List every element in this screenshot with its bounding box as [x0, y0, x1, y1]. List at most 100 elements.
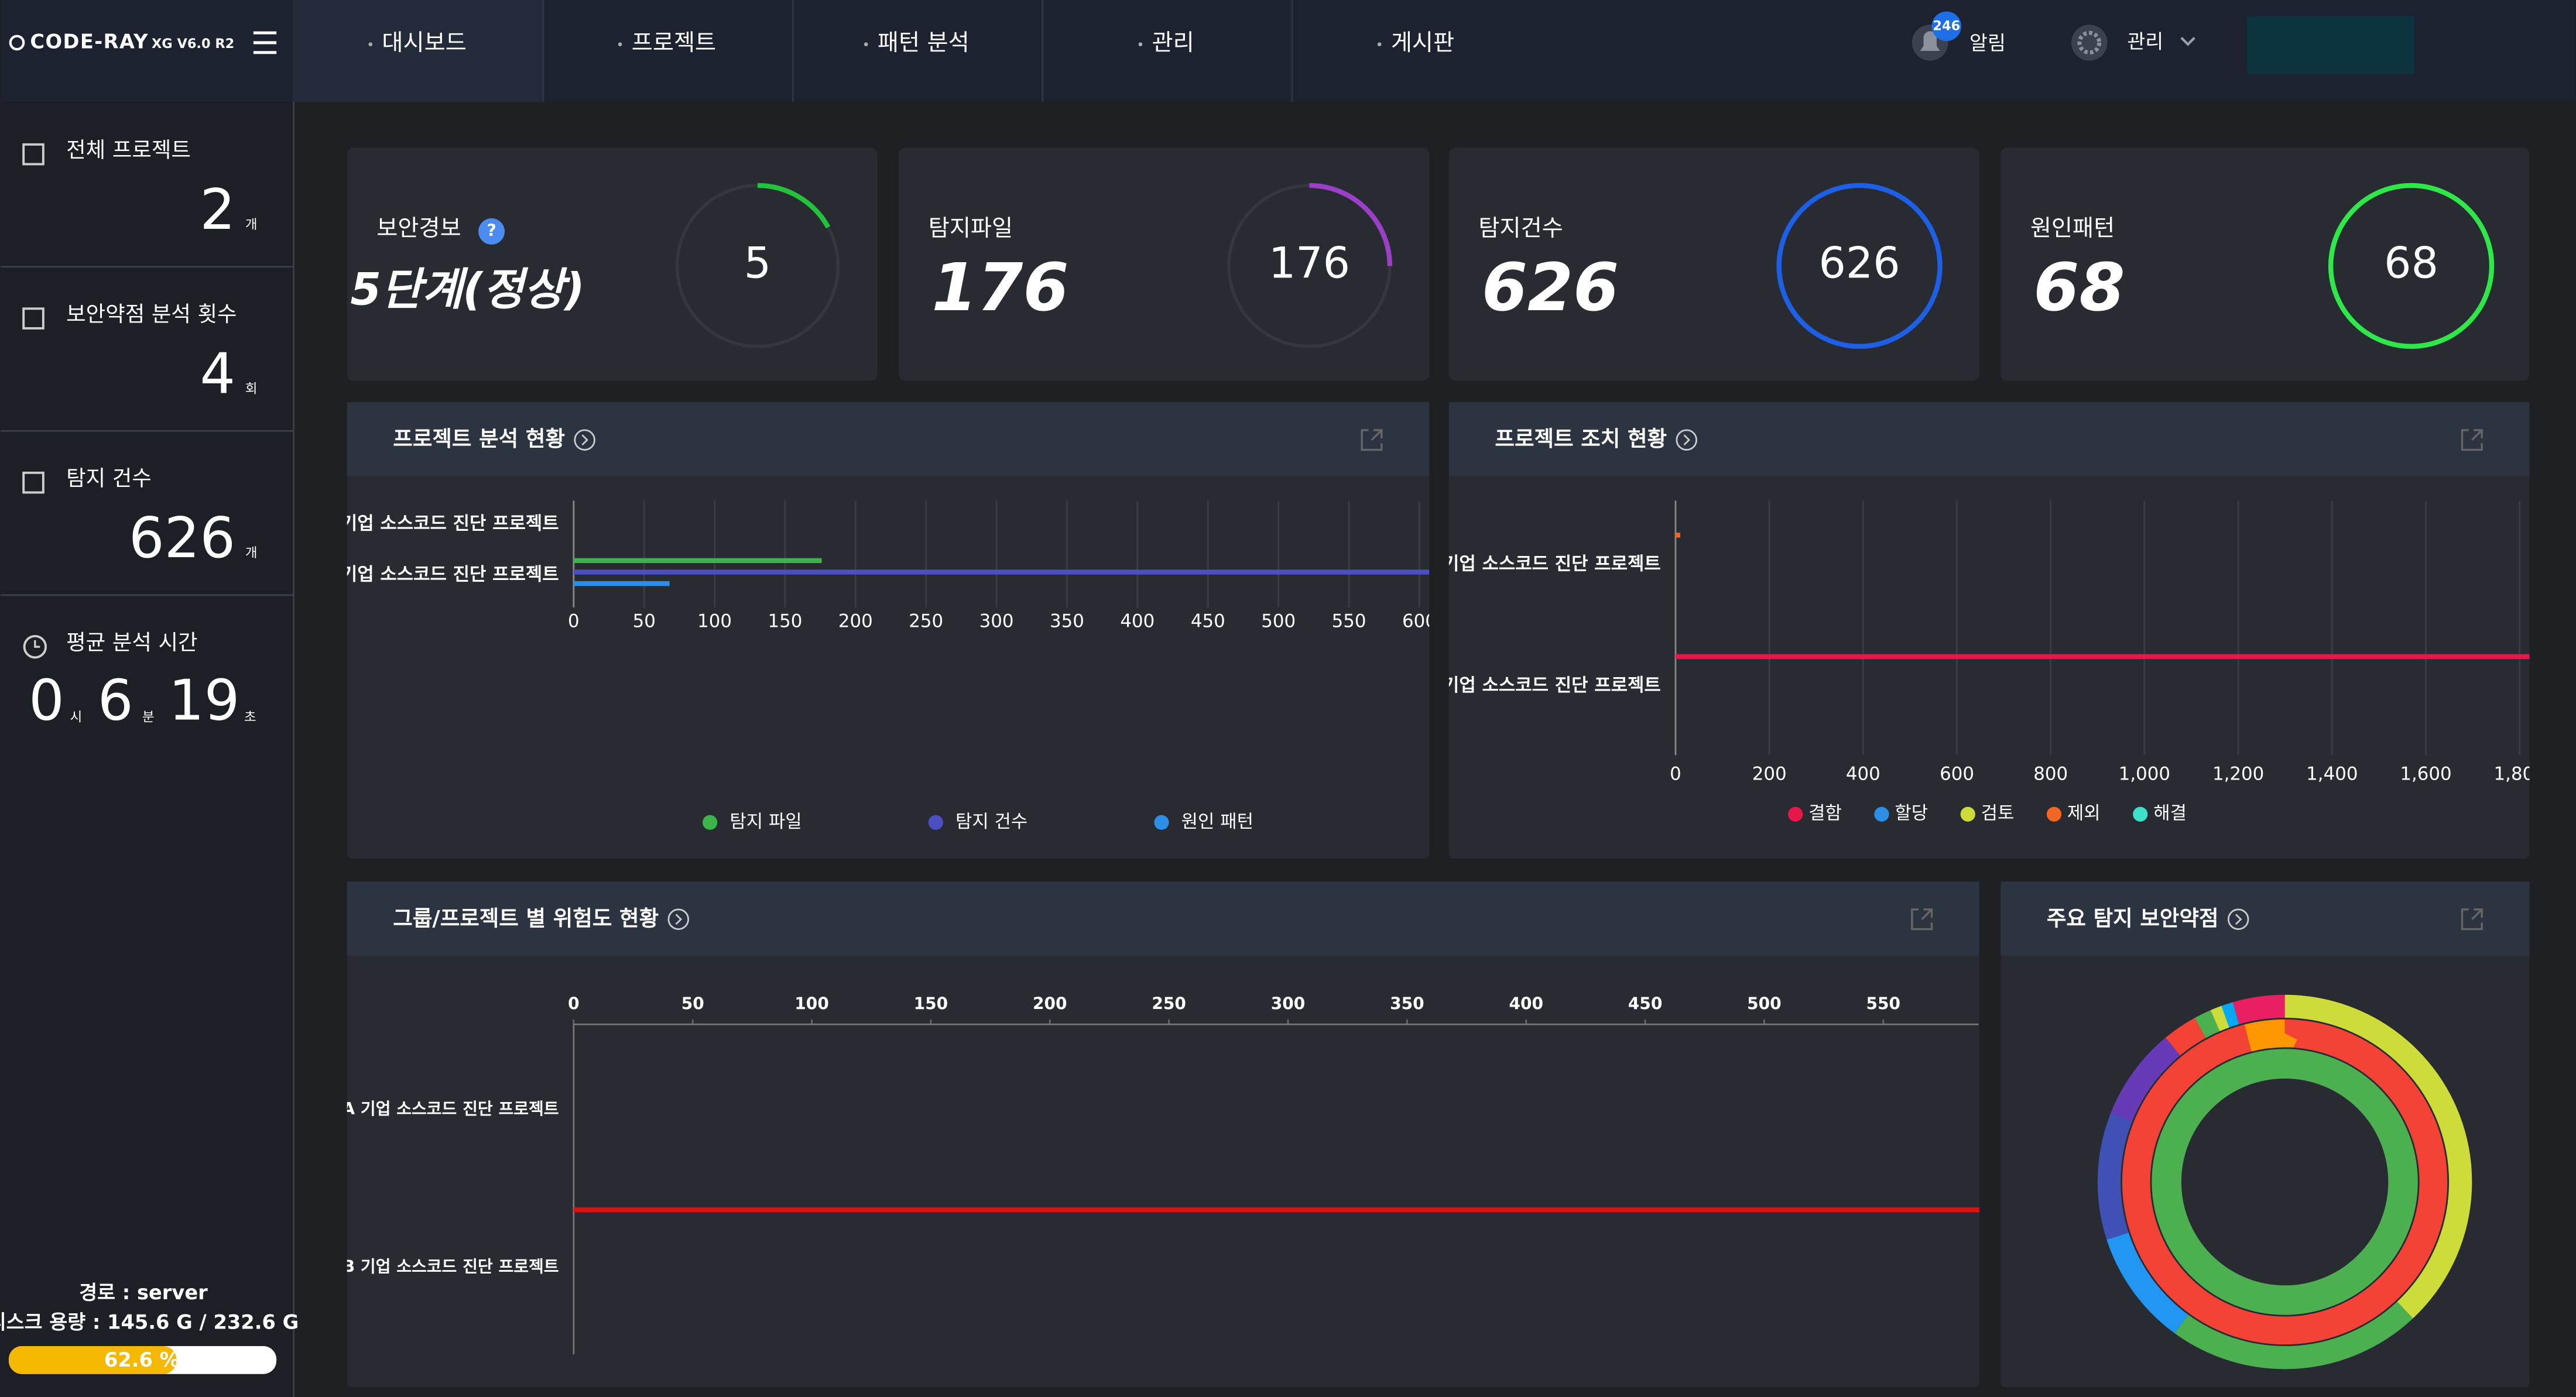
stat-value: 626	[129, 506, 235, 571]
menu-item[interactable]: 패턴 분석	[878, 30, 970, 56]
avg-time-label: 평균 분석 시간	[66, 630, 197, 655]
version: XG V6.0 R2	[152, 36, 234, 52]
x-tick-label: 550	[1866, 994, 1901, 1014]
card-headline: 5단계(정상)	[350, 263, 585, 315]
menu-active	[293, 0, 543, 102]
sidebar	[0, 101, 293, 1397]
donut-segment[interactable]	[2152, 1049, 2418, 1315]
card-title: 탐지파일	[929, 215, 1013, 242]
donut-segment[interactable]	[2097, 994, 2472, 1369]
x-tick-label: 150	[768, 611, 803, 632]
external-link[interactable]	[2461, 429, 2483, 451]
legend-label[interactable]: 제외	[2067, 803, 2101, 824]
panel-body	[347, 881, 1979, 1388]
panel-title: 그룹/프로젝트 별 위험도 현황	[393, 905, 659, 931]
legend-label[interactable]: 원인 패턴	[1181, 811, 1253, 832]
x-tick-label: 1,200	[2212, 763, 2264, 784]
time-value: 0	[29, 668, 64, 733]
x-tick-label: 1,800	[2494, 763, 2546, 784]
legend-label[interactable]: 검토	[1981, 803, 2015, 824]
menu-bullet	[864, 42, 868, 47]
hint: ?	[487, 221, 496, 240]
legend-swatch	[703, 815, 718, 830]
x-tick-label: 50	[633, 611, 656, 632]
x-tick-label: 50	[681, 994, 704, 1014]
panel-body	[347, 402, 1430, 859]
legend-label[interactable]: 할당	[1895, 803, 1928, 824]
stat-unit: 회	[245, 381, 258, 396]
title-link[interactable]	[667, 908, 690, 930]
menu-item[interactable]: 대시보드	[382, 30, 466, 56]
external-link[interactable]	[1911, 908, 1933, 931]
bar	[573, 1207, 1979, 1213]
time-unit: 시	[70, 709, 83, 725]
ring-value: 68	[2384, 238, 2438, 288]
legend-label[interactable]: 탐지 건수	[955, 811, 1027, 832]
x-tick-label: 500	[1747, 994, 1782, 1014]
legend-swatch	[2133, 806, 2148, 822]
time-value: 19	[169, 668, 239, 733]
legend-swatch	[1154, 815, 1169, 830]
bar-segment	[1675, 533, 1680, 538]
title-link[interactable]	[1676, 429, 1698, 451]
card	[347, 147, 878, 381]
legend-label[interactable]: 결함	[1808, 803, 1842, 824]
legend-swatch	[1788, 806, 1803, 822]
x-tick-label: 0	[568, 611, 580, 632]
hint-icon[interactable]	[478, 218, 505, 245]
title-link[interactable]	[574, 429, 595, 451]
stat-icon	[22, 471, 44, 494]
panel-title: 프로젝트 조치 현황	[1495, 426, 1667, 451]
panel-header	[347, 402, 1430, 476]
stat-icon	[22, 307, 44, 329]
x-tick-label: 300	[979, 611, 1014, 632]
x-tick-label: 200	[838, 611, 873, 632]
ring-arc	[1776, 183, 1943, 349]
legend-label[interactable]: 해결	[2153, 803, 2187, 824]
panel-content: 0 50 100 150 200 250 300 350 400 450 500 550 A 기업 소스…	[342, 994, 1979, 1355]
panel-content: 0 200 400 600 800 1,000 1,200 1,400 1,600 1,800 기업…	[1443, 500, 2546, 824]
menu-bullet	[368, 42, 373, 47]
menu-bullet	[1138, 42, 1143, 47]
stat-label: 전체 프로젝트	[66, 138, 191, 163]
bell-shape	[1920, 31, 1940, 51]
gear-inner	[2077, 30, 2102, 55]
x-tick-label: 250	[1152, 994, 1186, 1014]
alert-label[interactable]: 알림	[1969, 32, 2006, 54]
panel-title: 프로젝트 분석 현황	[393, 426, 565, 451]
x-tick-label: 200	[1752, 763, 1787, 784]
y-tick-label: A 기업 소스코드 진단 프로젝트	[342, 1099, 559, 1118]
x-tick-label: 350	[1050, 611, 1084, 632]
x-tick-label: 200	[1033, 994, 1067, 1014]
x-tick-label: 1,000	[2119, 763, 2170, 784]
admin-label[interactable]: 관리	[2127, 30, 2163, 53]
panel: 주요 탐지 보안약점	[2000, 881, 2530, 1388]
logo: CODE-RAY	[30, 30, 148, 53]
panel: 프로젝트 분석 현황 0 50 100 150 200 250 300 350 400 450 500…	[347, 402, 1430, 859]
menu-item[interactable]: 프로젝트	[632, 30, 716, 56]
panel-body	[1448, 402, 2530, 859]
stat-label: 보안약점 분석 횟수	[66, 301, 237, 327]
title-link[interactable]	[2227, 908, 2249, 930]
x-tick-label: 100	[794, 994, 829, 1014]
x-tick-label: 250	[909, 611, 943, 632]
panel-header	[1448, 402, 2530, 476]
menu-item[interactable]: 관리	[1152, 30, 1194, 56]
x-tick-label: 1,600	[2400, 763, 2451, 784]
donut-segment[interactable]	[2122, 1019, 2448, 1345]
donut-segment[interactable]	[2097, 994, 2472, 1369]
title-link-arrow	[2235, 914, 2242, 925]
panel: 그룹/프로젝트 별 위험도 현황 0 50 100 150 200 250 300 350 400…	[342, 881, 1979, 1388]
external-link[interactable]	[1361, 429, 1383, 451]
y-tick-label: 기업 소스코드 진단 프로젝트	[1443, 675, 1661, 696]
legend-label[interactable]: 탐지 파일	[729, 811, 801, 832]
external-link[interactable]	[2461, 908, 2483, 931]
menu-item[interactable]: 게시판	[1391, 30, 1454, 56]
x-tick-label: 0	[1670, 763, 1681, 784]
x-tick-label: 400	[1509, 994, 1543, 1014]
ring-arc	[674, 183, 841, 349]
donut-segment[interactable]	[2097, 994, 2472, 1369]
card-title: 보안경보	[376, 215, 461, 242]
user-box[interactable]	[2247, 16, 2415, 74]
